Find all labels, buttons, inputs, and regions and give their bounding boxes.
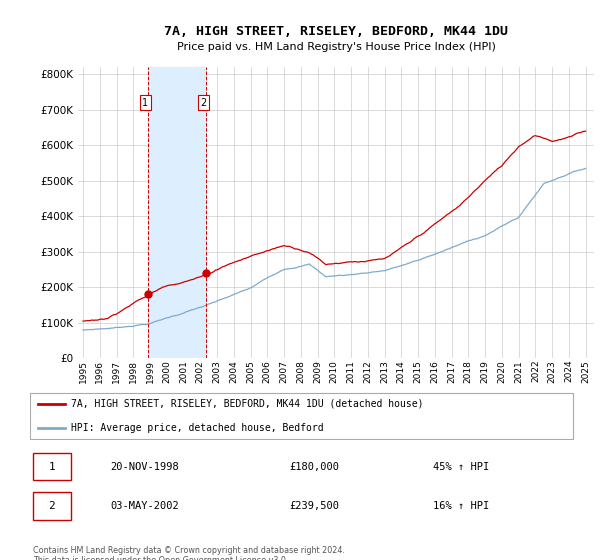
Text: 2: 2	[200, 97, 206, 108]
FancyBboxPatch shape	[33, 453, 71, 480]
FancyBboxPatch shape	[30, 393, 573, 438]
FancyBboxPatch shape	[33, 492, 71, 520]
Text: 2: 2	[49, 501, 55, 511]
Text: 45% ↑ HPI: 45% ↑ HPI	[433, 462, 490, 472]
Text: 1: 1	[142, 97, 149, 108]
Text: Contains HM Land Registry data © Crown copyright and database right 2024.
This d: Contains HM Land Registry data © Crown c…	[33, 546, 345, 560]
Text: 1: 1	[49, 462, 55, 472]
Text: £239,500: £239,500	[289, 501, 339, 511]
Text: 16% ↑ HPI: 16% ↑ HPI	[433, 501, 490, 511]
Text: 7A, HIGH STREET, RISELEY, BEDFORD, MK44 1DU (detached house): 7A, HIGH STREET, RISELEY, BEDFORD, MK44 …	[71, 399, 424, 409]
Text: 7A, HIGH STREET, RISELEY, BEDFORD, MK44 1DU: 7A, HIGH STREET, RISELEY, BEDFORD, MK44 …	[164, 25, 508, 38]
Text: £180,000: £180,000	[289, 462, 339, 472]
Text: Price paid vs. HM Land Registry's House Price Index (HPI): Price paid vs. HM Land Registry's House …	[176, 42, 496, 52]
Text: 20-NOV-1998: 20-NOV-1998	[110, 462, 179, 472]
Bar	[148, 67, 206, 358]
Text: 03-MAY-2002: 03-MAY-2002	[110, 501, 179, 511]
Text: HPI: Average price, detached house, Bedford: HPI: Average price, detached house, Bedf…	[71, 423, 323, 433]
